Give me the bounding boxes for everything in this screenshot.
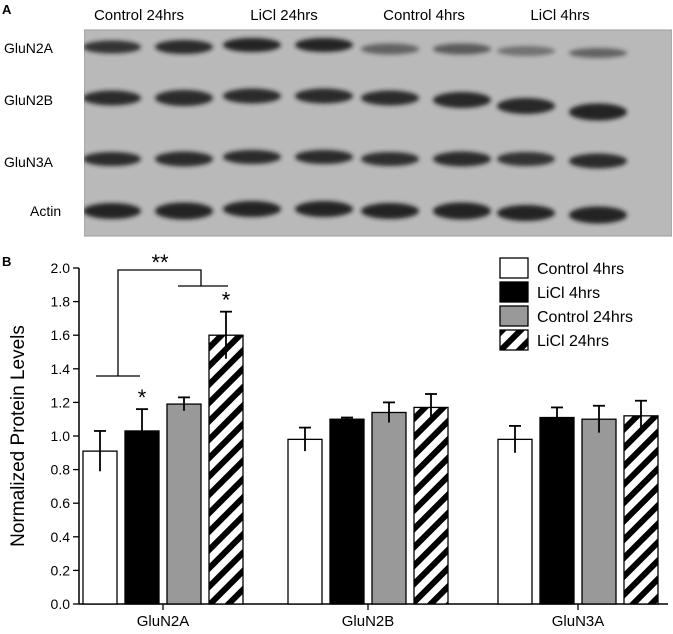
blot-lane-header: LiCl 24hrs [250,7,318,24]
y-tick-label: 1.6 [51,327,71,343]
blot-band [361,43,419,55]
blot-band [569,153,627,169]
blot-row-label-actin: Actin [30,203,62,219]
blot-band [223,201,281,217]
legend-label: LiCl 4hrs [537,285,600,302]
blot-band [295,201,353,217]
bar [208,334,244,605]
x-tick-label: GluN2A [137,613,190,630]
y-tick-label: 1.8 [51,294,71,310]
blot-lane-header: Control 4hrs [383,7,465,24]
blot-band [497,205,555,221]
blot-band [295,150,353,164]
blot-lane-header: LiCl 4hrs [530,7,589,24]
y-tick-label: 0.0 [51,596,71,612]
blot-band [295,38,353,52]
significance-star: * [138,385,147,410]
panel-a-letter: A [2,2,12,17]
blot-band [84,152,141,166]
significance-star: * [222,288,231,313]
bar [581,418,617,605]
bar [371,411,407,605]
y-tick-label: 0.4 [51,529,71,545]
legend-swatch [499,329,529,351]
y-tick-label: 0.6 [51,495,71,511]
bar [82,450,118,605]
blot-band [433,92,491,108]
significance-bracket [117,269,202,376]
significance-double-star: ** [151,250,169,275]
blot-band [361,203,419,219]
bar [497,438,533,605]
x-tick-label: GluN3A [552,613,605,630]
bar-chart: Normalized Protein Levels 0.0 0.2 0.4 0.6 0.8… [8,250,668,630]
blot-band [84,40,141,54]
bar [329,418,365,605]
bar [623,415,659,605]
blot-band [497,46,555,56]
y-tick-label: 0.2 [51,562,71,578]
blot-band [155,151,213,167]
panel-b-letter: B [2,254,12,269]
blot-band [569,48,627,58]
blot-band [223,38,281,52]
blot-band [84,90,141,106]
blot-band [295,88,353,104]
y-tick-label: 2.0 [51,260,71,276]
blot-band [433,202,491,220]
legend-swatch [499,281,529,303]
legend-swatch [499,305,529,327]
blot-row-label-glun2a: GluN2A [4,40,54,56]
blot-band [433,43,491,55]
blot-row-label-glun2b: GluN2B [4,92,54,108]
blot-row-label-glun3a: GluN3A [4,154,54,170]
legend-label: Control 24hrs [537,309,633,326]
blot-band [223,88,281,104]
blot-membrane [84,30,672,236]
blot-lane-header: Control 24hrs [94,7,184,24]
blot-band [155,40,213,54]
x-tick-label: GluN2B [342,613,395,630]
blot-band [433,151,491,167]
y-tick-label: 1.0 [51,428,71,444]
western-blot-image: Control 24hrs LiCl 24hrs Control 4hrs LiCl … [84,7,672,237]
y-tick-label: 1.2 [51,394,71,410]
blot-band [497,152,555,166]
bar [166,403,202,605]
blot-band [569,206,627,224]
legend-label: LiCl 24hrs [537,333,609,350]
blot-band [155,90,213,106]
y-axis-label: Normalized Protein Levels [8,325,29,547]
blot-band [155,202,213,220]
blot-band [361,152,419,166]
blot-band [361,90,419,106]
bar [124,430,160,605]
blot-band [84,203,141,219]
blot-band [223,150,281,164]
y-tick-label: 0.8 [51,462,71,478]
blot-band [497,98,555,114]
legend-label: Control 4hrs [537,261,624,278]
legend-swatch [499,257,529,279]
blot-band [569,103,627,121]
bar [413,406,449,605]
bar [539,416,575,605]
y-tick-label: 1.4 [51,361,71,377]
bar [287,438,323,605]
